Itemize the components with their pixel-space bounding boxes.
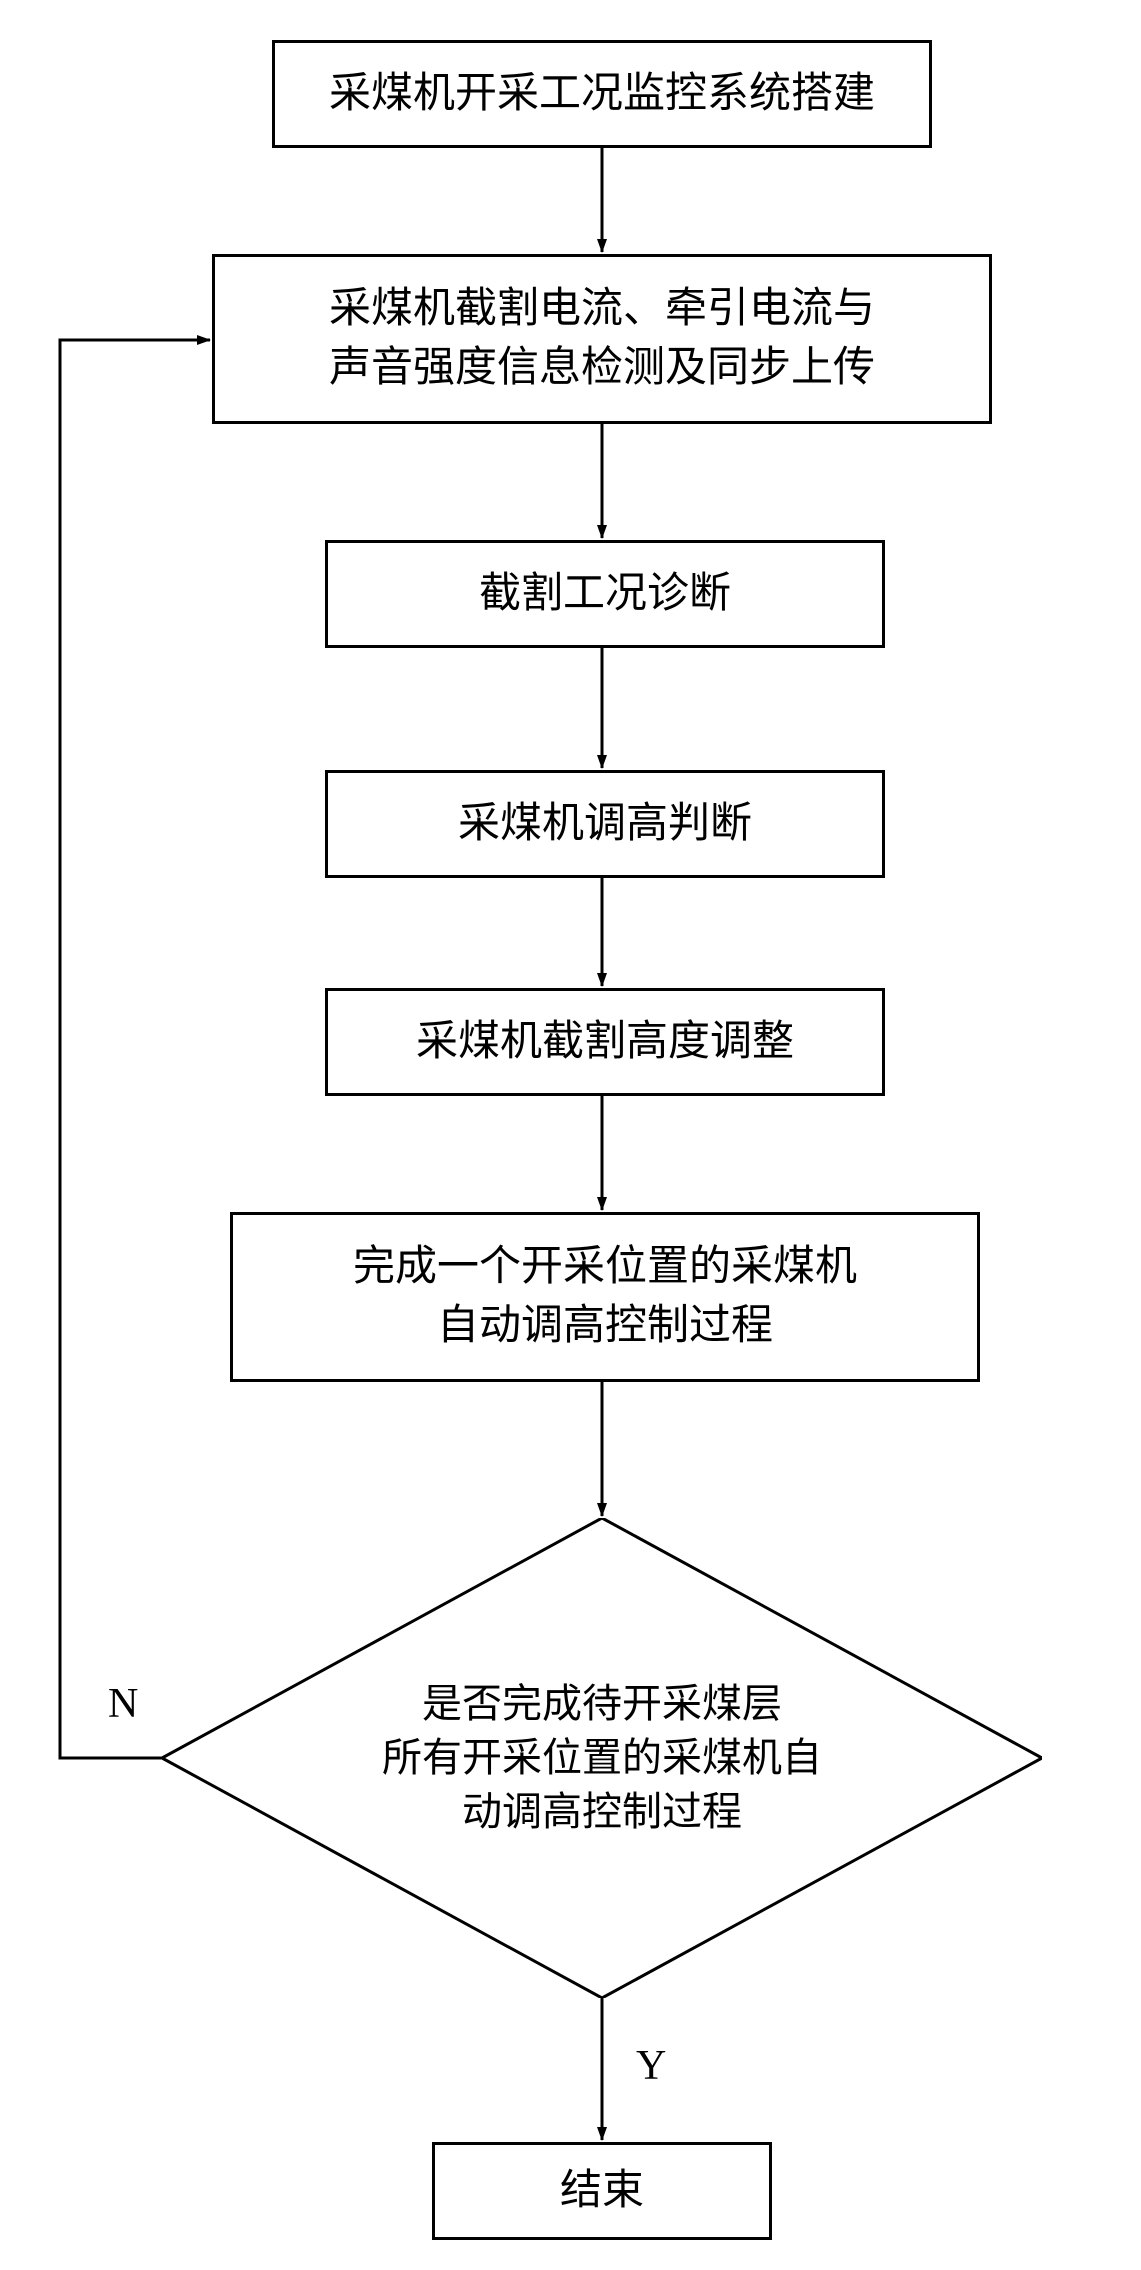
node-label: 采煤机开采工况监控系统搭建	[329, 65, 875, 124]
node-label: 采煤机截割电流、牵引电流与 声音强度信息检测及同步上传	[329, 280, 875, 398]
node-label: 采煤机调高判断	[458, 795, 752, 854]
node-end: 结束	[432, 2142, 772, 2240]
node-detect-upload: 采煤机截割电流、牵引电流与 声音强度信息检测及同步上传	[212, 254, 992, 424]
node-label: 结束	[560, 2162, 644, 2221]
node-height-judge: 采煤机调高判断	[325, 770, 885, 878]
node-label: 采煤机截割高度调整	[416, 1013, 794, 1072]
node-label: 截割工况诊断	[479, 565, 731, 624]
decision-label: 是否完成待开采煤层 所有开采位置的采煤机自 动调高控制过程	[382, 1677, 822, 1839]
node-complete-one: 完成一个开采位置的采煤机 自动调高控制过程	[230, 1212, 980, 1382]
node-height-adjust: 采煤机截割高度调整	[325, 988, 885, 1096]
edge-label-no: N	[108, 1680, 138, 1728]
node-diagnosis: 截割工况诊断	[325, 540, 885, 648]
decision-all-complete: 是否完成待开采煤层 所有开采位置的采煤机自 动调高控制过程	[162, 1518, 1042, 1998]
node-setup: 采煤机开采工况监控系统搭建	[272, 40, 932, 148]
edge-label-yes: Y	[636, 2042, 666, 2090]
node-label: 完成一个开采位置的采煤机 自动调高控制过程	[353, 1238, 857, 1356]
